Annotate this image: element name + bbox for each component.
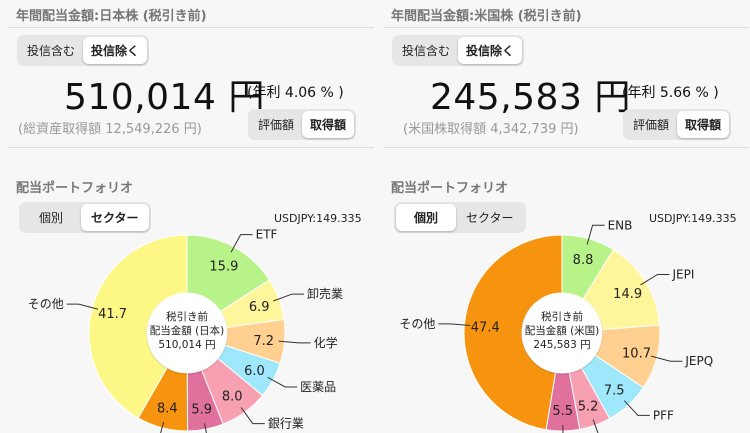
exclude-funds-button[interactable]: 投信除く: [83, 37, 148, 64]
slice-category-label: ENB: [608, 218, 633, 232]
valuation-button[interactable]: 評価額: [258, 118, 295, 132]
slice-value-label: 6.0: [244, 364, 265, 379]
donut-center: [522, 293, 602, 373]
slice-category-label: 化学: [314, 335, 338, 350]
us-fund-toggle: 投信含む 投信除く: [392, 35, 525, 66]
japan-yield: (年利 4.06 % ): [247, 85, 344, 101]
individual-tab[interactable]: 個別: [39, 211, 64, 225]
acquisition-button[interactable]: 取得額: [302, 111, 355, 138]
us-header: 年間配当金額:米国株 (税引き前): [391, 9, 582, 24]
japan-portfolio-title: 配当ポートフォリオ: [16, 181, 134, 196]
donut-center-text: 配当金額 (日本): [150, 324, 225, 337]
divider: [383, 27, 749, 28]
slice-category-label: JEPI: [671, 267, 694, 281]
leader-line: [204, 423, 207, 433]
donut-center-text: 245,583 円: [533, 339, 590, 351]
leader-line: [66, 303, 99, 310]
slice-value-label: 7.5: [604, 384, 625, 399]
japan-panel: 年間配当金額:日本株 (税引き前) 投信含む 投信除く 510,014 円 (年…: [8, 9, 374, 433]
leader-line: [592, 419, 599, 433]
donut-center-text: 510,014 円: [158, 339, 215, 351]
slice-value-label: 5.5: [552, 404, 573, 419]
leader-line: [562, 424, 564, 433]
slice-value-label: 10.7: [622, 346, 651, 361]
slice-category-label: その他: [28, 297, 64, 311]
leader-line: [438, 323, 471, 326]
us-view-toggle: 個別 セクター: [394, 202, 526, 233]
leader-line: [586, 224, 605, 245]
japan-sector-donut-chart: 15.9ETF6.9卸売業7.2化学6.0医薬品8.0銀行業5.9情報・通信業8…: [28, 228, 343, 433]
leader-line: [240, 407, 265, 425]
donut-center-text: 配当金額 (米国): [525, 324, 600, 337]
us-basis-toggle: 評価額 取得額: [623, 109, 732, 140]
include-funds-button[interactable]: 投信含む: [402, 44, 451, 58]
valuation-button[interactable]: 評価額: [633, 118, 670, 132]
japan-basis-toggle: 評価額 取得額: [248, 109, 357, 140]
leader-line: [623, 400, 650, 416]
divider: [8, 147, 374, 148]
fx-rate: USDJPY:149.335: [274, 212, 362, 225]
slice-value-label: 5.9: [191, 403, 212, 418]
slice-value-label: 8.8: [573, 253, 594, 268]
donut-center: [147, 293, 227, 373]
slice-value-label: 5.2: [578, 399, 599, 414]
divider: [383, 147, 749, 148]
divider: [8, 27, 374, 28]
slice-category-label: 医薬品: [300, 380, 336, 394]
japan-view-toggle: 個別 セクター: [19, 202, 151, 233]
slice-value-label: 15.9: [209, 259, 238, 274]
slice-category-label: 銀行業: [268, 417, 304, 431]
us-panel: 年間配当金額:米国株 (税引き前) 投信含む 投信除く 245,583 円 (年…: [375, 0, 750, 433]
slice-value-label: 7.2: [253, 334, 274, 349]
us-acquisition-total: (米国株取得額 4,342,739 円): [403, 122, 579, 137]
slice-category-label: 卸売業: [307, 286, 343, 301]
slice-value-label: 47.4: [471, 321, 500, 336]
sector-tab[interactable]: セクター: [466, 211, 514, 225]
slice-category-label: JEPQ: [684, 354, 713, 368]
slice-category-label: ETF: [256, 228, 278, 242]
slice-value-label: 41.7: [98, 307, 127, 322]
us-portfolio-title: 配当ポートフォリオ: [391, 181, 509, 196]
japan-dividend-amount: 510,014 円: [64, 77, 265, 118]
individual-tab[interactable]: 個別: [396, 204, 457, 231]
leader-line: [267, 376, 298, 388]
leader-line: [640, 273, 670, 286]
acquisition-button[interactable]: 取得額: [677, 111, 730, 138]
us-yield: (年利 5.66 % ): [622, 85, 719, 101]
japan-fund-toggle: 投信含む 投信除く: [17, 35, 150, 66]
leader-line: [278, 340, 311, 344]
japan-acquisition-total: (総資産取得額 12,549,226 円): [18, 122, 202, 137]
donut-center-text: 税引き前: [166, 310, 208, 323]
slice-value-label: 8.4: [157, 401, 178, 416]
slice-value-label: 14.9: [613, 287, 642, 302]
include-funds-button[interactable]: 投信含む: [27, 44, 76, 58]
leader-line: [230, 234, 253, 253]
leader-line: [650, 355, 683, 362]
slice-category-label: SPYD: [615, 431, 646, 433]
slice-value-label: 6.9: [249, 300, 270, 315]
leader-line: [273, 293, 305, 302]
slice-category-label: PFF: [653, 408, 674, 422]
exclude-funds-button[interactable]: 投信除く: [458, 37, 523, 64]
slice-category-label: その他: [399, 317, 435, 331]
sector-tab[interactable]: セクター: [81, 204, 149, 231]
leader-line: [160, 421, 165, 433]
fx-rate: USDJPY:149.335: [649, 212, 737, 225]
donut-center-text: 税引き前: [541, 310, 583, 323]
us-dividend-amount: 245,583 円: [430, 77, 631, 118]
slice-value-label: 8.0: [222, 389, 243, 404]
japan-header: 年間配当金額:日本株 (税引き前): [16, 9, 207, 24]
us-individual-donut-chart: 8.8ENB14.9JEPI10.7JEPQ7.5PFF5.2SPYD5.5XY…: [399, 218, 713, 433]
